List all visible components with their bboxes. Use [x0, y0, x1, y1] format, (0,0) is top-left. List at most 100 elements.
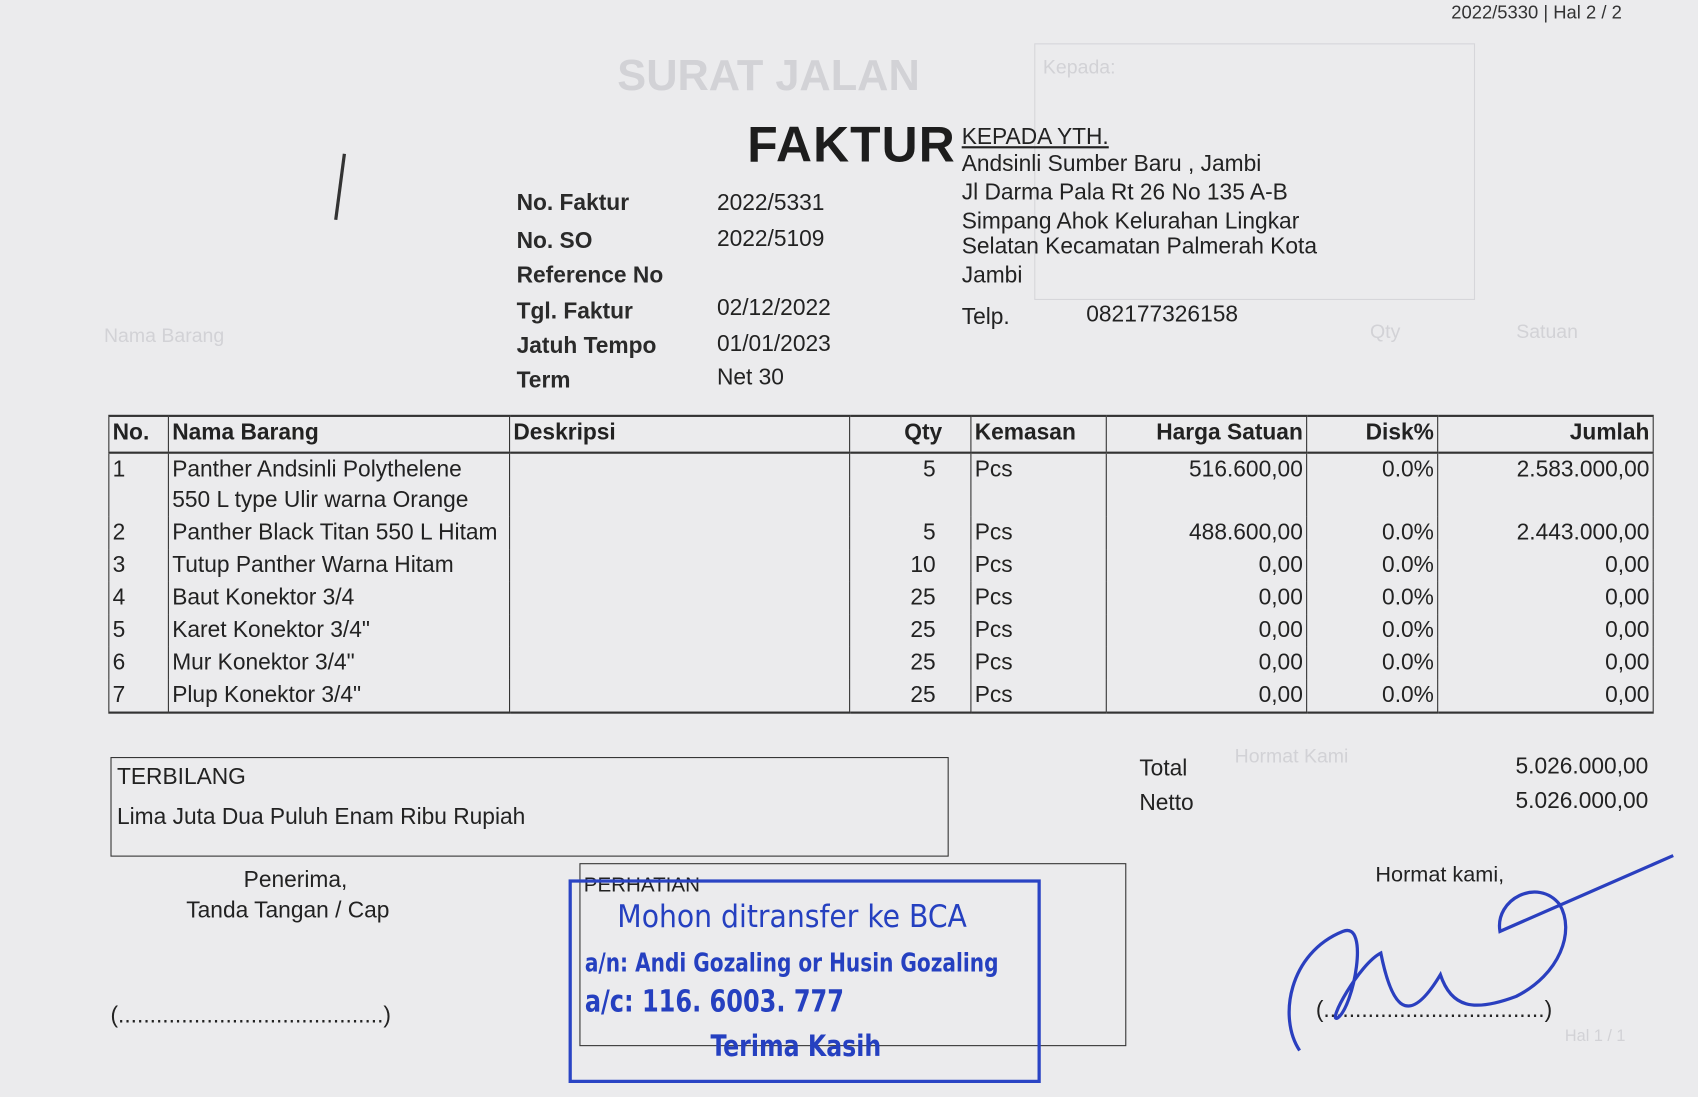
items-table: No. Nama Barang Deskripsi Qty Kemasan Ha… [108, 414, 1654, 714]
cell-harga: 0,00 [1105, 549, 1308, 582]
cell-desk [509, 452, 851, 517]
cell-jumlah: 0,00 [1437, 646, 1654, 680]
meta-label: No. Faktur [516, 190, 630, 216]
cell-no: 1 [108, 452, 169, 517]
penerima-sign-caption: Tanda Tangan / Cap [186, 897, 390, 923]
cell-no: 6 [108, 646, 169, 680]
customer-line: Simpang Ahok Kelurahan Lingkar [961, 209, 1300, 234]
cell-no: 3 [108, 549, 169, 582]
meta-value: 2022/5331 [716, 190, 825, 216]
col-kemasan: Kemasan [970, 414, 1107, 454]
stamp-line: a/n: Andi Gozaling or Husin Gozaling [584, 947, 999, 978]
meta-value: 01/01/2023 [716, 331, 831, 357]
cell-harga: 0,00 [1105, 646, 1308, 680]
meta-label: Jatuh Tempo [516, 333, 657, 359]
stamp-line: Terima Kasih [710, 1029, 882, 1064]
cell-harga: 488.600,00 [1105, 516, 1308, 550]
cell-jumlah: 2.583.000,00 [1437, 452, 1654, 517]
cell-desk [509, 549, 851, 582]
cell-desk [509, 614, 851, 647]
col-disk: Disk% [1306, 414, 1439, 454]
customer-line: Jambi [961, 263, 1023, 289]
cell-qty: 5 [849, 516, 972, 550]
cell-desk [509, 646, 851, 680]
customer-heading: KEPADA YTH. [961, 124, 1109, 150]
table-row: 6 Mur Konektor 3/4" 25 Pcs 0,00 0.0% 0,00 [108, 646, 1654, 680]
table-row: 2 Panther Black Titan 550 L Hitam 5 Pcs 488.… [108, 516, 1654, 550]
customer-line: Jl Darma Pala Rt 26 No 135 A-B [961, 179, 1288, 205]
cell-harga: 0,00 [1105, 614, 1308, 647]
cell-qty: 25 [849, 581, 972, 615]
cell-kemasan: Pcs [970, 679, 1107, 714]
phone-value: 082177326158 [1086, 302, 1239, 328]
cell-nama: Panther Black Titan 550 L Hitam [167, 516, 511, 550]
cell-harga: 0,00 [1105, 679, 1308, 714]
cell-jumlah: 2.443.000,00 [1437, 516, 1654, 550]
customer-line: Andsinli Sumber Baru , Jambi [961, 151, 1262, 177]
ghost-hormat: Hormat Kami [1234, 745, 1349, 767]
cell-nama: Plup Konektor 3/4" [167, 679, 511, 714]
ghost-nama-barang: Nama Barang [103, 324, 225, 347]
col-deskripsi: Deskripsi [509, 414, 851, 454]
netto-label: Netto [1139, 790, 1194, 816]
cell-harga: 516.600,00 [1105, 452, 1308, 517]
meta-label: Term [516, 368, 571, 394]
cell-qty: 25 [849, 679, 972, 714]
hormat-sign-line: (...................................) [1315, 997, 1553, 1023]
table-row: 7 Plup Konektor 3/4" 25 Pcs 0,00 0.0% 0,00 [108, 679, 1654, 714]
terbilang-box: TERBILANG Lima Juta Dua Puluh Enam Ribu … [110, 757, 949, 857]
cell-no: 5 [108, 614, 169, 647]
bank-transfer-stamp: Mohon ditransfer ke BCA a/n: Andi Gozali… [568, 879, 1041, 1083]
cell-desk [509, 516, 851, 550]
cell-disk: 0.0% [1306, 549, 1439, 582]
cell-disk: 0.0% [1306, 452, 1439, 517]
ghost-satuan: Satuan [1516, 320, 1578, 343]
cell-disk: 0.0% [1306, 646, 1439, 680]
ghost-qty: Qty [1369, 320, 1401, 343]
cell-disk: 0.0% [1306, 581, 1439, 615]
cell-nama: Baut Konektor 3/4 [167, 581, 511, 615]
cell-disk: 0.0% [1306, 516, 1439, 550]
cell-desk [509, 581, 851, 615]
cell-kemasan: Pcs [970, 614, 1107, 647]
penerima-label: Penerima, [243, 867, 348, 893]
cell-disk: 0.0% [1306, 679, 1439, 714]
penerima-sign-line: (.......................................… [110, 1002, 392, 1028]
ghost-box [1034, 43, 1476, 300]
cell-no: 2 [108, 516, 169, 550]
cell-jumlah: 0,00 [1437, 581, 1654, 615]
col-no: No. [108, 414, 169, 454]
meta-value: Net 30 [716, 364, 784, 390]
meta-value: 2022/5109 [716, 226, 825, 252]
ghost-kepada: Kepada: [1042, 56, 1116, 78]
customer-line: Selatan Kecamatan Palmerah Kota [961, 233, 1317, 259]
cell-qty: 10 [849, 549, 972, 582]
cell-disk: 0.0% [1306, 614, 1439, 647]
col-jumlah: Jumlah [1437, 414, 1654, 454]
cell-nama: Panther Andsinli Polythelene 550 L type … [167, 452, 511, 517]
table-header-row: No. Nama Barang Deskripsi Qty Kemasan Ha… [108, 414, 1654, 454]
cell-kemasan: Pcs [970, 516, 1107, 550]
document-title: FAKTUR [747, 115, 956, 173]
cell-no: 4 [108, 581, 169, 615]
cell-nama: Karet Konektor 3/4" [167, 614, 511, 647]
total-label: Total [1139, 755, 1188, 781]
stamp-line: a/c: 116. 6003. 777 [584, 983, 844, 1020]
ghost-title: SURAT JALAN [617, 51, 920, 100]
cell-qty: 25 [849, 646, 972, 680]
cell-qty: 25 [849, 614, 972, 647]
cell-nama: Tutup Panther Warna Hitam [167, 549, 511, 582]
col-harga-satuan: Harga Satuan [1105, 414, 1308, 454]
hormat-kami-label: Hormat kami, [1375, 863, 1505, 887]
cell-kemasan: Pcs [970, 549, 1107, 582]
cell-jumlah: 0,00 [1437, 614, 1654, 647]
cell-nama: Mur Konektor 3/4" [167, 646, 511, 680]
meta-label: Reference No [516, 263, 664, 289]
cell-harga: 0,00 [1105, 581, 1308, 615]
meta-value: 02/12/2022 [716, 295, 831, 321]
stamp-line: Mohon ditransfer ke BCA [617, 897, 967, 935]
table-row: 4 Baut Konektor 3/4 25 Pcs 0,00 0.0% 0,00 [108, 581, 1654, 615]
col-qty: Qty [849, 414, 972, 454]
total-value: 5.026.000,00 [1515, 753, 1649, 779]
